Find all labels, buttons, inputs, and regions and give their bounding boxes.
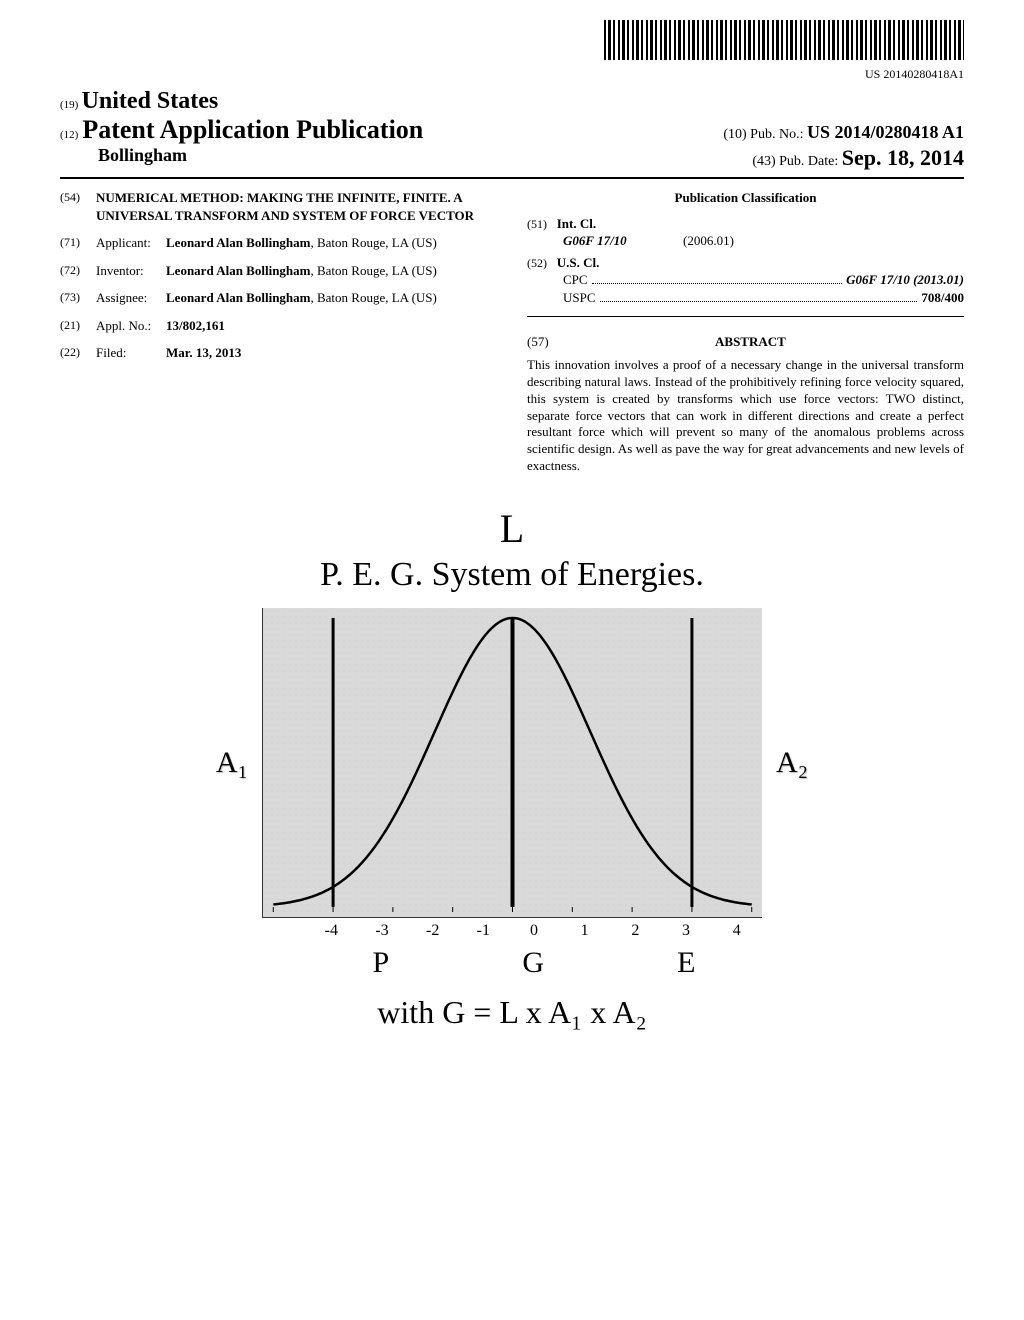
date-value: Sep. 18, 2014: [842, 145, 964, 170]
applicant-name: Leonard Alan Bollingham: [166, 235, 310, 250]
field-inventor: (72) Inventor: Leonard Alan Bollingham, …: [60, 262, 497, 280]
two-column-body: (54) NUMERICAL METHOD: MAKING THE INFINI…: [60, 189, 964, 475]
pge-row: P G E: [262, 946, 762, 980]
header-block: (19) United States (12) Patent Applicati…: [60, 88, 964, 171]
classification-heading: Publication Classification: [527, 189, 964, 207]
cpc-lead: CPC: [563, 271, 588, 289]
divider-mid: [527, 316, 964, 317]
publication-line: (12) Patent Application Publication (10)…: [60, 115, 964, 145]
field-filed: (22) Filed: Mar. 13, 2013: [60, 344, 497, 362]
figure-area: L P. E. G. System of Energies. A₁ A₂ -4-…: [60, 505, 964, 1031]
field-applno: (21) Appl. No.: 13/802,161: [60, 317, 497, 335]
barcode-text: US 20140280418A1: [60, 67, 964, 82]
assignee-num: (73): [60, 289, 96, 307]
pub-title: Patent Application Publication: [82, 115, 423, 144]
figure-title: P. E. G. System of Energies.: [60, 556, 964, 594]
intcl-num: (51): [527, 217, 547, 231]
tick-row: -4-3-2-101234: [262, 922, 762, 940]
country-line: (19) United States: [60, 88, 964, 115]
title-num: (54): [60, 189, 96, 224]
date-label: Pub. Date:: [779, 154, 838, 169]
label-E: E: [677, 946, 695, 980]
tick-label: 0: [509, 922, 560, 940]
abstract-label: ABSTRACT: [552, 333, 949, 351]
pubno-label: Pub. No.:: [750, 127, 803, 142]
field-assignee: (73) Assignee: Leonard Alan Bollingham, …: [60, 289, 497, 307]
inventor-num: (72): [60, 262, 96, 280]
cpc-tail: G06F 17/10 (2013.01): [846, 272, 964, 287]
barcode-area: US 20140280418A1: [60, 20, 964, 82]
abstract-header: (57) ABSTRACT: [527, 327, 964, 357]
field-applicant: (71) Applicant: Leonard Alan Bollingham,…: [60, 234, 497, 252]
tick-label: -4: [306, 922, 357, 940]
applicant-num: (71): [60, 234, 96, 252]
intcl-block: (51) Int. Cl. G06F 17/10 (2006.01): [527, 215, 964, 250]
filed-num: (22): [60, 344, 96, 362]
divider-top: [60, 177, 964, 179]
inventor-loc: , Baton Rouge, LA (US): [310, 263, 436, 278]
label-G: G: [522, 946, 544, 980]
pubno-num: (10): [723, 127, 746, 142]
figure-L: L: [500, 505, 524, 552]
applicant-loc: , Baton Rouge, LA (US): [310, 235, 436, 250]
intcl-label: Int. Cl.: [557, 216, 596, 231]
pub-num: (12): [60, 129, 78, 141]
cpc-dots: [592, 283, 843, 284]
tick-label: -2: [407, 922, 458, 940]
label-A1: A₁: [216, 746, 248, 780]
assignee-loc: , Baton Rouge, LA (US): [310, 290, 436, 305]
figure-formula: with G = L x A₁ x A₂: [60, 994, 964, 1031]
filed-label: Filed:: [96, 344, 166, 362]
title-text: NUMERICAL METHOD: MAKING THE INFINITE, F…: [96, 189, 497, 224]
assignee-label: Assignee:: [96, 289, 166, 307]
abstract-text: This innovation involves a proof of a ne…: [527, 357, 964, 475]
label-P: P: [373, 946, 390, 980]
tick-label: -3: [357, 922, 408, 940]
uspc-tail: 708/400: [921, 289, 964, 307]
intcl-year: (2006.01): [683, 232, 734, 250]
author-name: Bollingham: [98, 145, 187, 171]
tick-label: 3: [661, 922, 712, 940]
applno-label: Appl. No.:: [96, 317, 166, 335]
pubno-value: US 2014/0280418 A1: [807, 122, 964, 142]
tick-label: 4: [711, 922, 762, 940]
chart-row: A₁ A₂: [60, 608, 964, 918]
right-column: Publication Classification (51) Int. Cl.…: [527, 189, 964, 475]
barcode-graphic: [604, 20, 964, 60]
author-line: Bollingham (43) Pub. Date: Sep. 18, 2014: [60, 145, 964, 171]
uspc-dots: [600, 301, 918, 302]
chart-svg: [263, 608, 762, 917]
tick-label: 2: [610, 922, 661, 940]
date-num: (43): [752, 154, 775, 169]
field-title: (54) NUMERICAL METHOD: MAKING THE INFINI…: [60, 189, 497, 224]
assignee-name: Leonard Alan Bollingham: [166, 290, 310, 305]
abstract-num: (57): [527, 334, 549, 349]
country-num: (19): [60, 99, 78, 111]
country-name: United States: [82, 88, 219, 114]
left-column: (54) NUMERICAL METHOD: MAKING THE INFINI…: [60, 189, 497, 475]
uscl-label: U.S. Cl.: [557, 255, 600, 270]
uspc-lead: USPC: [563, 289, 596, 307]
chart-box: [262, 608, 762, 918]
tick-label: -1: [458, 922, 509, 940]
intcl-code: G06F 17/10: [563, 232, 683, 250]
label-A2: A₂: [776, 746, 808, 780]
inventor-label: Inventor:: [96, 262, 166, 280]
applno-num: (21): [60, 317, 96, 335]
applicant-label: Applicant:: [96, 234, 166, 252]
applno-value: 13/802,161: [166, 318, 225, 333]
filed-value: Mar. 13, 2013: [166, 345, 241, 360]
uscl-num: (52): [527, 256, 547, 270]
inventor-name: Leonard Alan Bollingham: [166, 263, 310, 278]
tick-label: 1: [559, 922, 610, 940]
uscl-block: (52) U.S. Cl. CPC G06F 17/10 (2013.01) U…: [527, 254, 964, 307]
